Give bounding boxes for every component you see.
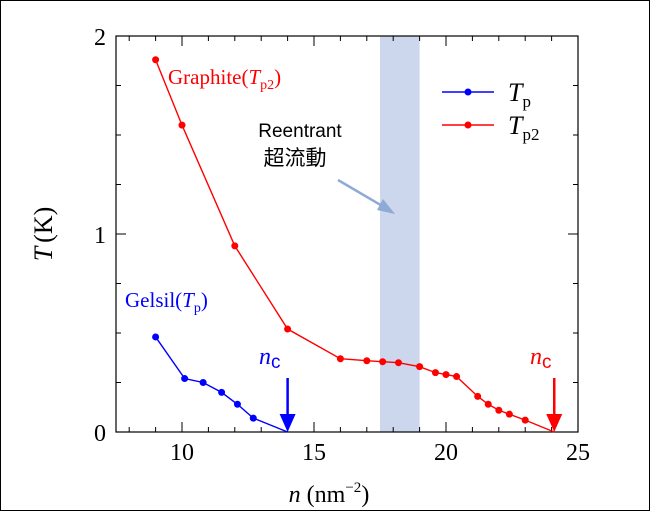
data-point-tp2 — [453, 373, 461, 381]
data-point-tp — [199, 379, 207, 386]
data-point-tp2 — [495, 406, 503, 414]
axis-ticks: 10 15 20 25 0 1 2 — [94, 25, 590, 466]
data-point-tp2 — [284, 325, 292, 333]
x-axis-title: n (nm−2) — [289, 480, 370, 508]
data-point-tp2 — [442, 371, 450, 379]
legend-marker-tp2 — [464, 121, 472, 129]
data-point-tp2 — [416, 363, 424, 371]
nc-blue-arrow-head — [279, 414, 296, 432]
legend: Tp Tp2 — [442, 78, 539, 144]
data-point-tp — [249, 414, 257, 422]
reentrant-label-jp: 超流動 — [264, 147, 327, 170]
x-tick-label: 15 — [302, 440, 326, 466]
series-layer — [152, 56, 555, 433]
data-point-tp2 — [336, 355, 344, 363]
data-point-tp2 — [178, 121, 186, 129]
data-point-tp — [218, 388, 226, 396]
data-point-tp2 — [431, 369, 439, 377]
y-tick-label: 1 — [94, 223, 106, 249]
reentrant-label: Reentrant — [258, 121, 342, 142]
y-tick-label: 2 — [94, 25, 106, 51]
data-point-tp2 — [363, 357, 371, 365]
legend-label-tp2: Tp2 — [508, 111, 539, 144]
x-tick-label: 10 — [170, 440, 194, 466]
graphite-annotation: Graphite(Tp2) — [168, 65, 281, 93]
data-point-tp — [181, 375, 189, 383]
reentrant-arrow-head — [377, 199, 395, 214]
series-line-tp2 — [154, 59, 555, 433]
nc-red-label: nc — [530, 344, 552, 373]
data-point-tp2 — [521, 416, 529, 424]
x-tick-label: 25 — [566, 440, 590, 466]
data-point-tp2 — [379, 358, 387, 366]
legend-marker-tp — [464, 88, 472, 96]
nc-blue-label: nc — [259, 344, 281, 373]
data-point-tp2 — [152, 56, 160, 64]
data-point-tp — [152, 333, 160, 341]
data-point-tp2 — [505, 410, 513, 418]
x-tick-label: 20 — [434, 440, 458, 466]
gelsil-annotation: Gelsil(Tp) — [125, 288, 208, 316]
nc-red-arrow-head — [546, 414, 563, 432]
y-tick-label: 0 — [94, 421, 106, 447]
reentrant-arrow-line — [337, 178, 385, 209]
data-point-tp2 — [231, 242, 239, 250]
reentrant-band — [380, 36, 420, 432]
data-point-tp2 — [484, 400, 492, 408]
legend-label-tp: Tp — [508, 78, 531, 111]
data-point-tp2 — [474, 392, 482, 400]
y-axis-title: T(K) — [29, 207, 58, 262]
data-point-tp — [233, 400, 241, 408]
data-point-tp2 — [394, 359, 402, 367]
